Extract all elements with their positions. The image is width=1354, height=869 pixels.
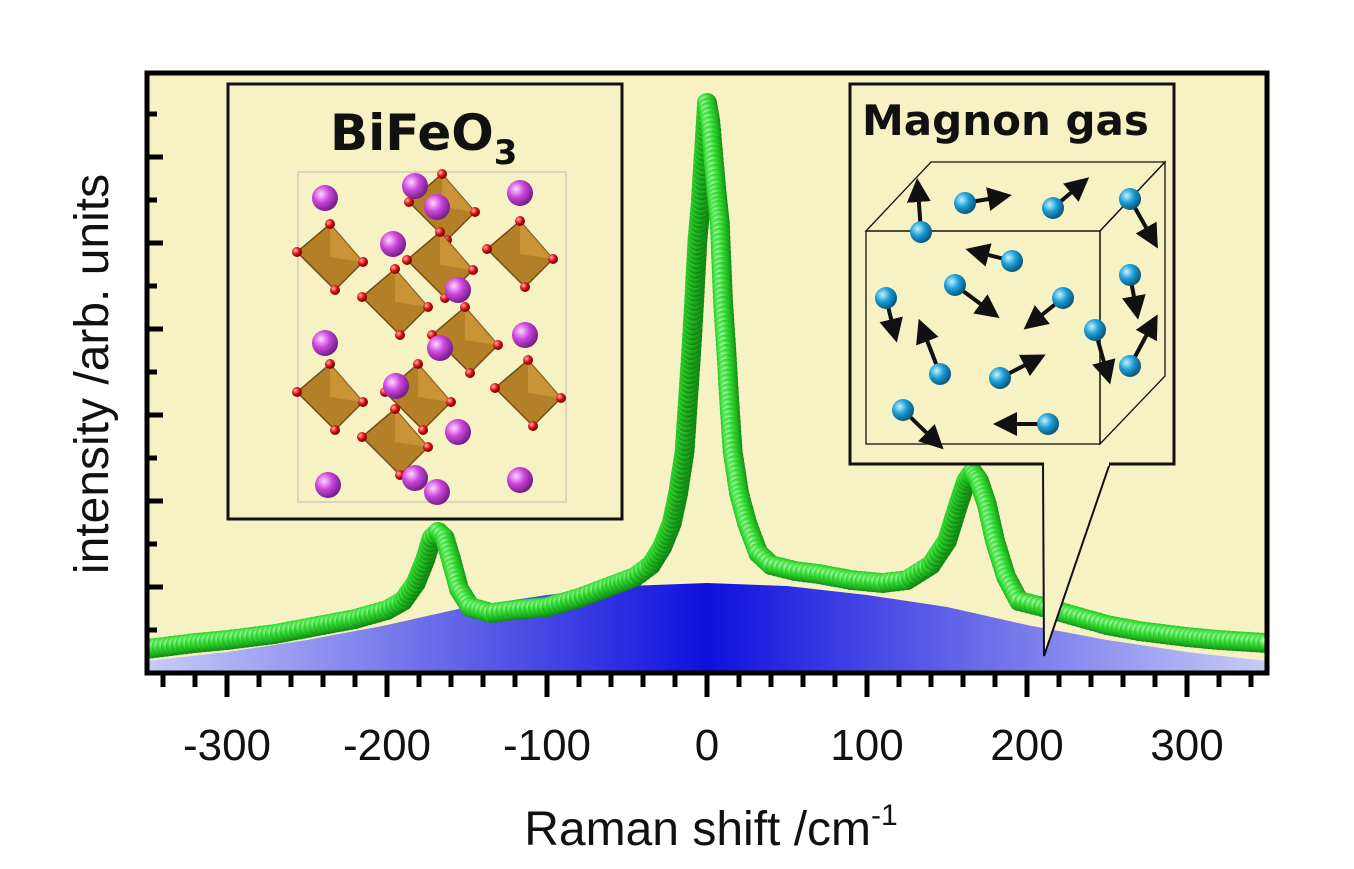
oxygen-atom — [482, 244, 492, 254]
oxygen-atom — [390, 264, 400, 274]
oxygen-atom — [292, 247, 302, 257]
octahedron-facet — [395, 409, 428, 447]
oxygen-atom — [325, 219, 335, 229]
x-tick-label: -200 — [343, 721, 431, 770]
octahedron-facet — [440, 232, 473, 270]
data-markers — [147, 93, 1267, 659]
x-tick-label: 0 — [695, 721, 719, 770]
oxygen-atom — [358, 397, 368, 407]
oxygen-atom — [470, 207, 480, 217]
oxygen-atom — [520, 282, 530, 292]
x-axis-ticks — [160, 673, 1254, 697]
oxygen-atom — [357, 432, 367, 442]
oxygen-atom — [402, 255, 412, 265]
bismuth-atom — [380, 231, 406, 257]
bismuth-atom — [315, 472, 341, 498]
octahedron-facet — [395, 269, 428, 307]
bismuth-atom — [512, 322, 538, 348]
octahedron-facet — [528, 360, 561, 398]
gaussian-area — [147, 583, 1267, 673]
magnon-atom — [1037, 413, 1059, 435]
magnon-atom — [1042, 197, 1064, 219]
bismuth-atom — [427, 335, 453, 361]
x-tick-label: -300 — [183, 721, 271, 770]
oxygen-atom — [515, 216, 525, 226]
x-axis-tick-labels: -300 -200 -100 0 100 200 300 — [183, 721, 1224, 770]
oxygen-atom — [423, 302, 433, 312]
oxygen-atom — [423, 442, 433, 452]
y-axis-ticks — [145, 111, 163, 676]
y-axis-title: intensity /arb. units — [66, 174, 119, 574]
oxygen-atom — [523, 355, 533, 365]
bismuth-atom — [312, 185, 338, 211]
octahedron-facet — [330, 224, 363, 262]
oxygen-atom — [548, 254, 558, 264]
x-tick-label: 300 — [1150, 721, 1223, 770]
octahedron-facet — [442, 174, 475, 212]
x-tick-label: 100 — [830, 721, 903, 770]
crystal-structure-image — [292, 169, 567, 505]
oxygen-atom — [404, 197, 414, 207]
oxygen-atom — [468, 265, 478, 275]
magnon-atom — [1052, 287, 1074, 309]
magnon-particles — [875, 177, 1158, 450]
magnon-atom — [929, 363, 951, 385]
oxygen-atom — [325, 359, 335, 369]
bismuth-atom — [445, 277, 471, 303]
oxygen-atom — [528, 421, 538, 431]
crystal-inset-title: BiFeO3 — [330, 104, 517, 173]
magnon-atom — [1001, 250, 1023, 272]
bismuth-atom — [424, 194, 450, 220]
magnon-atom — [1084, 319, 1106, 341]
oxygen-atom — [465, 368, 475, 378]
bismuth-atom — [402, 465, 428, 491]
oxygen-atom — [493, 340, 503, 350]
magnon-atom — [1119, 188, 1141, 210]
magnon-atom — [989, 367, 1011, 389]
bismuth-atom — [424, 479, 450, 505]
octahedron-facet — [465, 307, 498, 345]
magnon-atom — [954, 192, 976, 214]
magnon-atom — [910, 221, 932, 243]
oxygen-atom — [556, 393, 566, 403]
oxygen-atom — [418, 425, 428, 435]
oxygen-atom — [292, 387, 302, 397]
octahedron-facet — [418, 364, 451, 402]
bismuth-atom — [312, 330, 338, 356]
magnon-gas-inset: Magnon gas — [848, 82, 1176, 657]
oxygen-atom — [460, 302, 470, 312]
octahedron-facet — [520, 221, 553, 259]
magnon-atom — [892, 399, 914, 421]
x-tick-label: 200 — [990, 721, 1063, 770]
oxygen-atom — [358, 257, 368, 267]
oxygen-atom — [435, 227, 445, 237]
oxygen-atom — [490, 383, 500, 393]
oxygen-atom — [390, 404, 400, 414]
x-axis-title: Raman shift /cm-1 — [524, 799, 897, 856]
oxygen-atom — [446, 397, 456, 407]
oxygen-atom — [330, 425, 340, 435]
oxygen-atom — [357, 292, 367, 302]
bismuth-atom — [445, 419, 471, 445]
oxygen-atom — [395, 330, 405, 340]
oxygen-atom — [413, 359, 423, 369]
x-tick-label: -100 — [503, 721, 591, 770]
bismuth-atom — [507, 467, 533, 493]
octahedron-facet — [330, 364, 363, 402]
magnon-atom — [875, 287, 897, 309]
callout-pointer — [1042, 462, 1111, 657]
oxygen-atom — [437, 169, 447, 179]
magnon-inset-title: Magnon gas — [862, 96, 1149, 145]
magnon-atom — [1119, 264, 1141, 286]
bismuth-atom — [383, 373, 409, 399]
oxygen-atom — [330, 285, 340, 295]
magnon-atom — [944, 274, 966, 296]
magnon-atom — [1119, 355, 1141, 377]
bismuth-atom — [402, 173, 428, 199]
crystal-structure-inset: BiFeO3 — [226, 82, 624, 521]
bismuth-atom — [507, 180, 533, 206]
gaussian-background — [147, 583, 1267, 673]
